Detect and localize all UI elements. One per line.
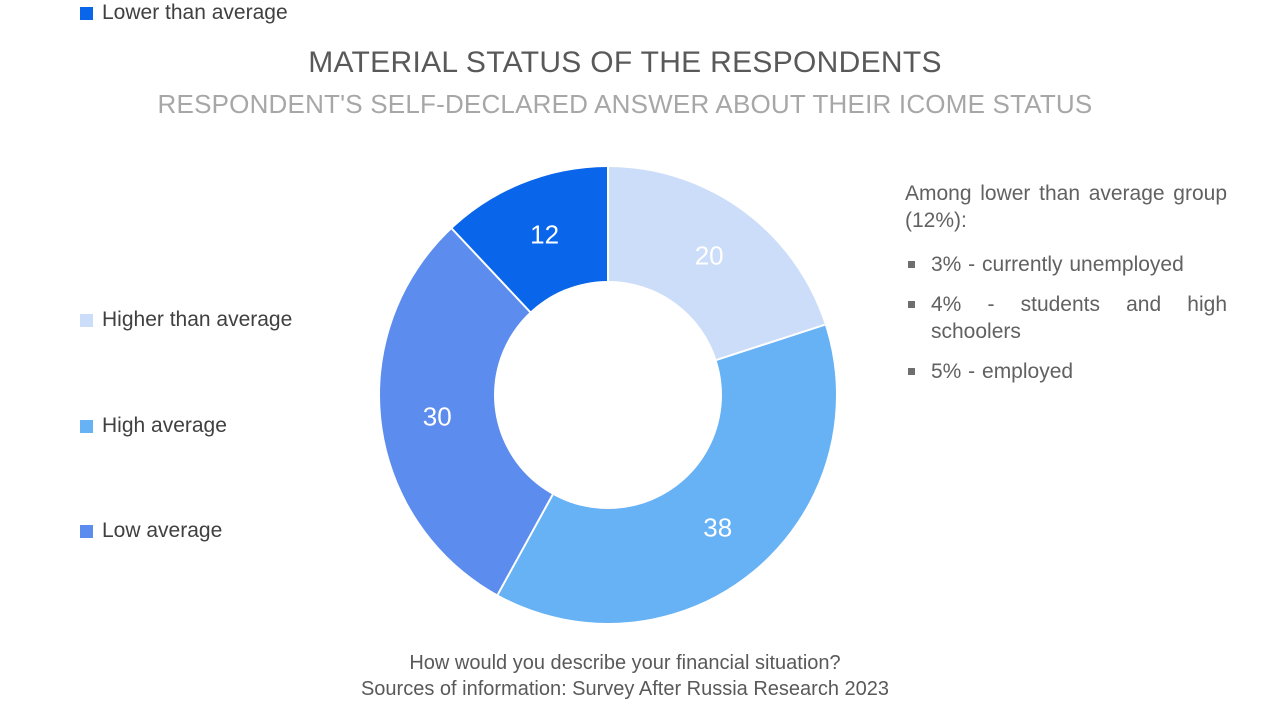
legend-item-lower-than-average: Lower than average [80,0,288,26]
slice-separator [497,394,609,596]
bullet-text: 5% - employed [931,360,1074,383]
slice-value-label: 12 [530,219,560,250]
slice-value-label: 30 [422,401,452,432]
slice-separator [607,323,826,396]
annotation-bullet: 4% - students and high schoolers [905,291,1227,345]
slice-separator [451,228,609,396]
bullet-square-icon [908,261,915,268]
footer-source: Sources of information: Survey After Rus… [360,678,890,700]
bullet-square-icon [908,301,915,308]
annotation-heading: Among lower than average group (12%): [905,182,1227,232]
bullet-text: 4% - students and high schoolers [931,293,1227,343]
legend-item-high-average: High average [80,413,227,439]
slice-value-label: 20 [694,240,724,271]
legend-item-higher-than-average: Higher than average [80,307,292,333]
legend-label: Higher than average [102,308,293,331]
donut-chart: 20 38 30 12 [380,167,836,623]
page-title: MATERIAL STATUS OF THE RESPONDENTS [308,46,942,79]
legend-item-low-average: Low average [80,518,222,544]
legend-swatch-icon [80,524,93,538]
slice-separator [607,167,609,395]
bullet-square-icon [908,368,915,375]
header: MATERIAL STATUS OF THE RESPONDENTS RESPO… [0,46,1280,119]
legend-label: High average [102,414,227,437]
slice-value-label: 38 [703,512,733,543]
annotation-block: Among lower than average group (12%): 3%… [905,180,1227,398]
legend-swatch-icon [80,419,93,433]
footer-question: How would you describe your financial si… [409,652,841,674]
annotation-bullet: 5% - employed [905,358,1227,385]
footer: How would you describe your financial si… [0,650,1280,702]
bullet-text: 3% - currently unemployed [931,253,1184,276]
legend-swatch-icon [80,313,93,327]
legend-label: Lower than average [102,1,288,24]
legend-label: Low average [102,519,223,542]
page-subtitle: RESPONDENT'S SELF-DECLARED ANSWER ABOUT … [157,89,1093,119]
legend-swatch-icon [80,6,93,20]
annotation-bullet: 3% - currently unemployed [905,251,1227,278]
